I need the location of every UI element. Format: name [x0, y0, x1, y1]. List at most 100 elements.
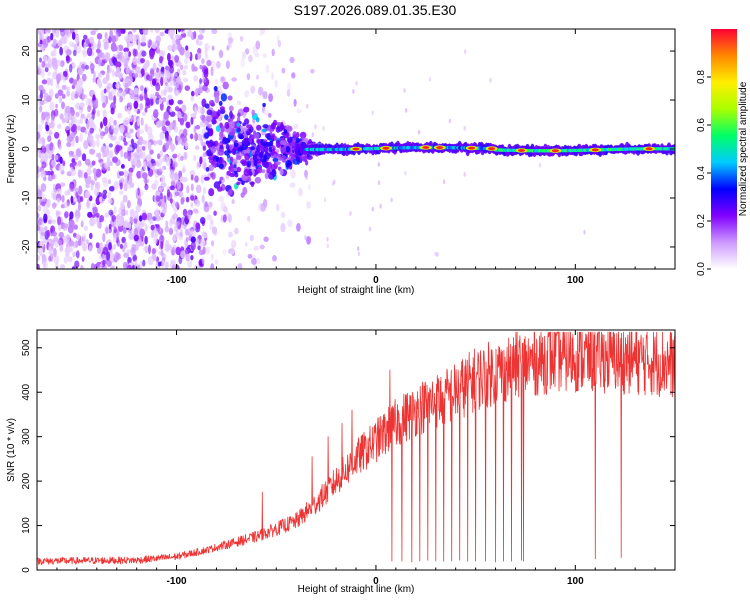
noise-dot [155, 190, 159, 197]
noise-dot [326, 243, 329, 249]
noise-dot [130, 247, 136, 257]
noise-dot [102, 259, 106, 267]
noise-dot [196, 133, 203, 141]
noise-dot [271, 48, 275, 57]
noise-dot [137, 44, 141, 51]
noise-dot [99, 263, 102, 269]
noise-dot [37, 263, 40, 269]
noise-dot [70, 126, 77, 133]
noise-dot [96, 33, 103, 40]
noise-dot [133, 260, 138, 267]
transition-blob [254, 132, 260, 139]
transition-blob [275, 153, 282, 158]
colorbar-bar [711, 29, 737, 269]
noise-dot [92, 206, 98, 216]
transition-blob [207, 124, 212, 128]
noise-dot [57, 40, 63, 47]
noise-dot [177, 152, 181, 162]
noise-dot [200, 138, 204, 146]
transition-blob [295, 155, 300, 162]
noise-dot [133, 100, 139, 109]
noise-dot [197, 52, 202, 60]
noise-dot [256, 74, 259, 80]
noise-dot [164, 226, 170, 233]
noise-dot [59, 182, 66, 188]
noise-dot [287, 82, 292, 91]
noise-dot [55, 29, 60, 38]
noise-dot [78, 201, 81, 211]
noise-dot [136, 170, 142, 179]
noise-dot [48, 255, 52, 262]
noise-dot [86, 200, 91, 209]
noise-dot [40, 68, 45, 78]
noise-dot [84, 190, 91, 199]
noise-dot [161, 126, 167, 132]
noise-dot [71, 109, 75, 117]
transition-blob [251, 109, 255, 116]
noise-dot [120, 210, 125, 217]
carrier-peak [352, 147, 360, 151]
noise-dot [218, 49, 224, 59]
noise-dot [127, 146, 133, 152]
noise-dot [403, 88, 406, 93]
noise-dot [56, 216, 62, 226]
noise-dot [163, 111, 169, 120]
noise-dot [41, 60, 46, 68]
noise-dot [62, 160, 66, 167]
noise-dot [106, 82, 113, 90]
noise-dot [122, 194, 128, 203]
noise-dot [201, 257, 205, 265]
noise-dot [231, 199, 235, 205]
noise-dot [357, 246, 360, 252]
noise-dot [80, 264, 84, 269]
transition-blob [239, 125, 244, 134]
noise-dot [135, 204, 141, 213]
transition-blob [204, 132, 210, 139]
noise-dot [178, 256, 183, 265]
noise-dot [70, 91, 75, 101]
noise-dot [46, 229, 50, 238]
noise-dot [83, 140, 89, 150]
noise-dot [42, 261, 49, 269]
noise-dot [45, 151, 52, 159]
noise-dot [85, 97, 91, 106]
noise-dot [323, 197, 327, 203]
noise-dot [160, 249, 164, 257]
noise-dot [82, 242, 87, 252]
noise-dot [75, 44, 82, 54]
noise-dot [39, 99, 45, 106]
spectrogram-x-tick-label: 0 [373, 275, 379, 286]
noise-dot [75, 216, 79, 223]
noise-dot [155, 97, 160, 105]
noise-dot [183, 77, 189, 83]
noise-dot [142, 111, 147, 117]
transition-blob [263, 161, 269, 169]
transition-blob [242, 186, 248, 195]
noise-dot [151, 183, 157, 190]
noise-dot [185, 45, 189, 51]
transition-blob [233, 142, 239, 148]
noise-dot [73, 224, 78, 230]
noise-dot [51, 202, 57, 210]
noise-dot [90, 179, 95, 186]
noise-dot [190, 241, 196, 251]
noise-dot [583, 229, 586, 235]
noise-dot [145, 59, 150, 68]
noise-dot [199, 78, 203, 85]
noise-dot [201, 157, 207, 163]
noise-dot [179, 228, 183, 234]
transition-blob [262, 141, 269, 147]
noise-dot [95, 168, 102, 178]
noise-dot [247, 254, 253, 259]
noise-dot [214, 259, 219, 265]
noise-dot [115, 83, 120, 89]
noise-dot [463, 172, 466, 177]
noise-dot [169, 80, 174, 87]
noise-dot [263, 236, 269, 242]
noise-dot [185, 142, 189, 149]
noise-dot [156, 46, 160, 54]
transition-blob [218, 156, 223, 164]
noise-dot [144, 107, 148, 113]
noise-dot [202, 145, 207, 151]
noise-dot [37, 218, 42, 226]
